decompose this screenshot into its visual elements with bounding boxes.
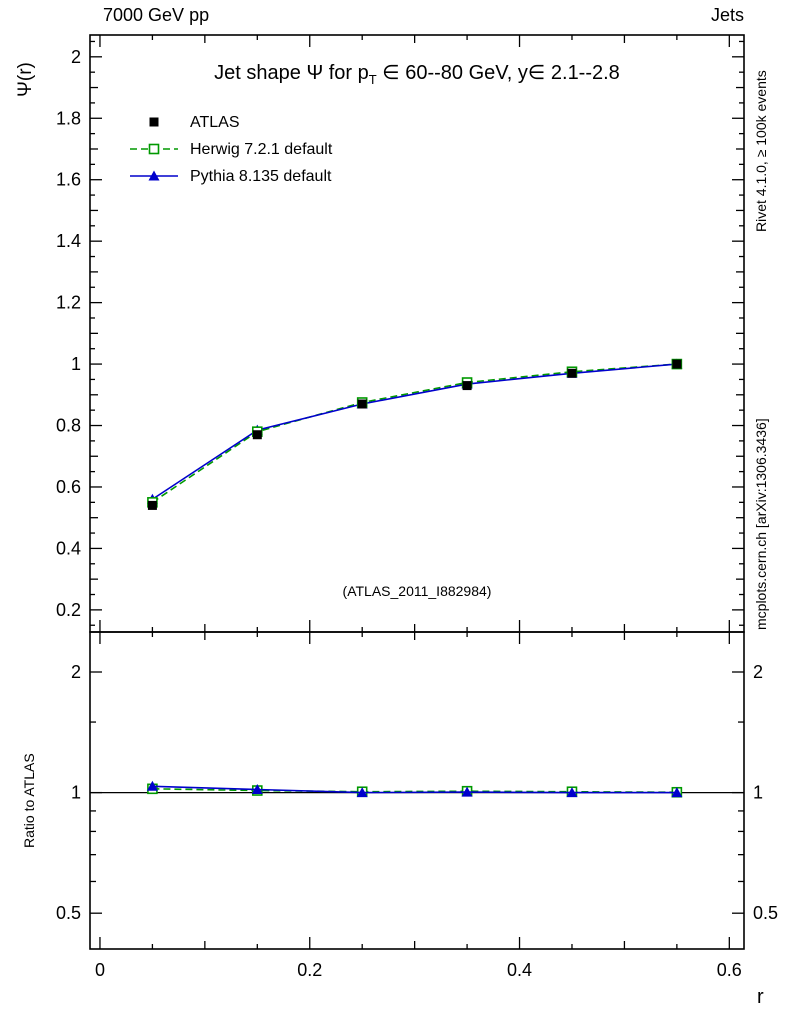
ratio-point-pythia-8-135-default	[461, 786, 473, 797]
ratio-tick-label-right: 2	[753, 662, 763, 682]
legend-marker-herwig-7-2-1-default	[148, 143, 160, 155]
ratio-point-pythia-8-135-default	[146, 780, 158, 791]
y-tick-label: 1	[71, 354, 81, 374]
data-point-atlas	[462, 381, 472, 391]
y-tick-label: 1.8	[56, 108, 81, 128]
y-tick-label: 1.4	[56, 231, 81, 251]
plot-title-subscript: T	[369, 72, 377, 87]
x-tick-label: 0.4	[507, 960, 532, 980]
x-tick-label: 0.6	[717, 960, 742, 980]
ratio-tick-label-right: 0.5	[753, 903, 778, 923]
x-tick-label: 0	[95, 960, 105, 980]
data-point-atlas	[672, 359, 682, 369]
x-tick-label: 0.2	[297, 960, 322, 980]
y-tick-label: 0.2	[56, 600, 81, 620]
rivet-version-note: Rivet 4.1.0, ≥ 100k events	[753, 70, 769, 232]
main-panel-frame	[89, 34, 745, 633]
data-point-atlas	[252, 430, 262, 440]
plot-title-main: Jet shape Ψ for p	[214, 62, 369, 84]
ratio-panel-frame	[89, 631, 745, 950]
ratio-point-pythia-8-135-default	[251, 783, 263, 794]
legend-label-atlas: ATLAS	[190, 114, 240, 131]
ratio-point-pythia-8-135-default	[671, 787, 683, 798]
y-axis-title-top: Ψ(r)	[15, 62, 36, 97]
chart-layer: 0 0.2 0.4 0.6 0.2 0.4 0.6 0.8 1 1.2 1.4 1.6 1.8 2 0.5 0…	[56, 34, 778, 980]
legend-marker-atlas	[149, 117, 159, 127]
ratio-point-pythia-8-135-default	[566, 787, 578, 798]
ratio-line-pythia-8-135-default	[152, 785, 677, 794]
collision-energy-label: 7000 GeV pp	[103, 5, 209, 25]
y-tick-label: 0.8	[56, 416, 81, 436]
y-tick-label: 0.4	[56, 538, 81, 558]
observable-group-label: Jets	[711, 5, 744, 25]
ratio-tick-label-right: 1	[753, 783, 763, 803]
y-tick-label: 0.6	[56, 477, 81, 497]
ratio-tick-label-left: 1	[71, 783, 81, 803]
mcplots-attribution-note: mcplots.cern.ch [arXiv:1306.3436]	[753, 418, 769, 630]
y-tick-label: 1.6	[56, 170, 81, 190]
y-tick-label: 2	[71, 47, 81, 67]
y-axis-title-ratio: Ratio to ATLAS	[21, 753, 37, 848]
legend-label-pythia-8-135-default: Pythia 8.135 default	[190, 168, 332, 185]
analysis-id-watermark: (ATLAS_2011_I882984)	[343, 583, 492, 599]
data-point-atlas	[147, 500, 157, 510]
legend-label-herwig-7-2-1-default: Herwig 7.2.1 default	[190, 141, 333, 158]
ratio-point-pythia-8-135-default	[356, 787, 368, 798]
x-axis-title: r	[757, 986, 764, 1008]
legend-marker-pythia-8-135-default	[148, 170, 160, 181]
plot-title: Jet shape Ψ for pT ∈ 60--80 GeV, y∈ 2.1-…	[214, 62, 620, 87]
data-point-atlas	[567, 368, 577, 378]
series-line-herwig-7-2-1-default	[151, 363, 677, 504]
data-point-atlas	[357, 399, 367, 409]
ratio-tick-label-left: 0.5	[56, 903, 81, 923]
plot-title-rest: ∈ 60--80 GeV, y∈ 2.1--2.8	[377, 62, 620, 84]
y-tick-label: 1.2	[56, 293, 81, 313]
ratio-tick-label-left: 2	[71, 662, 81, 682]
series-line-pythia-8-135-default	[151, 363, 677, 500]
